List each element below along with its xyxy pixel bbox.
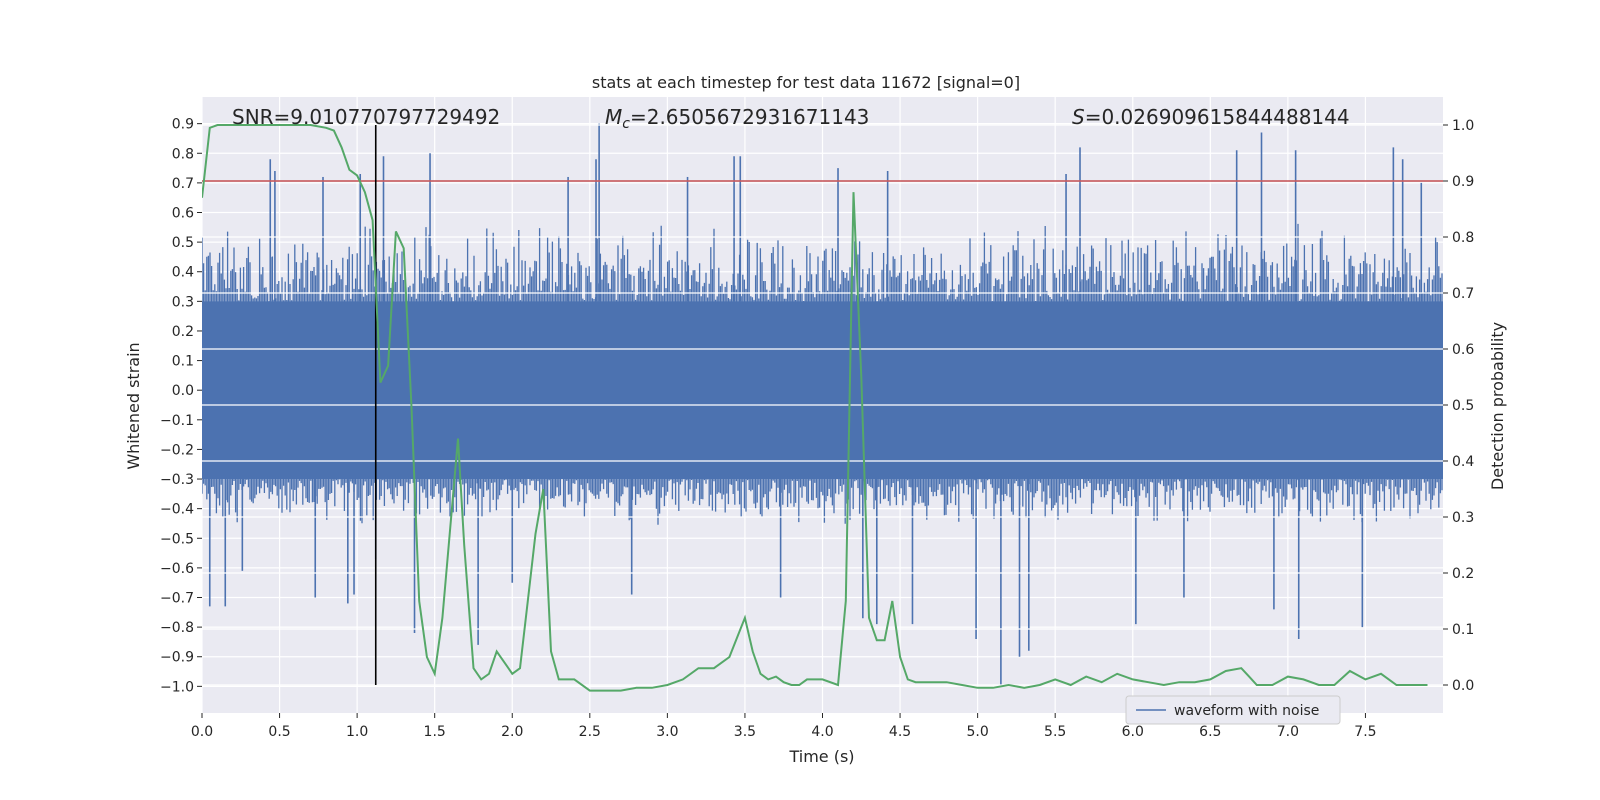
x-tick-label: 3.5 [734,724,756,740]
x-tick-label: 4.0 [811,724,833,740]
y2-tick-label: 0.1 [1452,622,1474,638]
s-annotation: S=0.026909615844488144 [1072,105,1350,129]
y2-tick-label: 0.4 [1452,454,1474,470]
y-tick-label: 0.3 [172,294,194,310]
waveform-series [202,123,1443,687]
y-tick-label: −0.4 [160,502,194,518]
x-tick-label: 7.0 [1277,724,1299,740]
x-tick-label: 2.5 [579,724,601,740]
chirp-mass-subscript: c [622,116,630,132]
x-tick-label: 5.0 [966,724,988,740]
y2-tick-label: 0.3 [1452,510,1474,526]
x-tick-label: 0.5 [268,724,290,740]
y-tick-label: −0.5 [160,531,194,547]
y2-tick-label: 0.0 [1452,678,1474,694]
y-tick-label: 0.2 [172,324,194,340]
waveform-noise [202,223,1443,525]
y-tick-label: −0.7 [160,591,194,607]
x-tick-label: 3.0 [656,724,678,740]
y2-tick-label: 0.9 [1452,174,1474,190]
x-tick-label: 6.5 [1199,724,1221,740]
x-axis-label: Time (s) [788,747,854,766]
legend: waveform with noise [1125,695,1341,725]
y-tick-label: −0.6 [160,561,194,577]
y-tick-label: 0.5 [172,235,194,251]
y-tick-label: 0.6 [172,206,194,222]
x-tick-label: 0.0 [191,724,213,740]
chirp-mass-annotation: Mc=2.6505672931671143 [605,105,869,132]
chart-title: stats at each timestep for test data 116… [592,73,1020,92]
chirp-mass-value: =2.6505672931671143 [630,105,869,129]
y2-tick-label: 0.8 [1452,230,1474,246]
y-tick-label: −0.9 [160,650,194,666]
y2-tick-label: 0.5 [1452,398,1474,414]
legend-box [1125,695,1341,725]
x-tick-label: 7.5 [1354,724,1376,740]
x-tick-label: 4.5 [889,724,911,740]
x-tick-label: 1.0 [346,724,368,740]
y-axis-label: Whitened strain [124,342,143,469]
y-tick-label: −0.8 [160,620,194,636]
y2-tick-label: 0.6 [1452,342,1474,358]
overlays [202,124,1443,692]
y-tick-label: 0.8 [172,146,194,162]
x-tick-label: 2.0 [501,724,523,740]
x-tick-label: 1.5 [424,724,446,740]
y-tick-label: 0.1 [172,354,194,370]
y2-tick-label: 0.7 [1452,286,1474,302]
y2-tick-label: 1.0 [1452,118,1474,134]
s-symbol: S [1072,105,1085,129]
y-tick-label: 0.9 [172,117,194,133]
y-tick-label: 0.0 [172,383,194,399]
s-value: =0.026909615844488144 [1085,105,1350,129]
y-tick-label: −0.2 [160,442,194,458]
y-tick-label: 0.4 [172,265,194,281]
x-tick-label: 6.0 [1122,724,1144,740]
probability-line [202,124,1428,692]
axes: 0.0 0.5 1.0 1.5 2.0 2.5 3.0 3.5 4.0 4.5 5.0 5.5 6.0 6… [160,117,1474,740]
y-tick-label: −0.1 [160,413,194,429]
y-tick-label: −0.3 [160,472,194,488]
plot-area [202,123,1443,692]
snr-annotation: SNR=9.010770797729492 [232,105,500,129]
chirp-mass-symbol: M [605,105,622,129]
y-tick-label: 0.7 [172,176,194,192]
legend-entry: waveform with noise [1174,703,1319,719]
x-tick-label: 5.5 [1044,724,1066,740]
y2-tick-label: 0.2 [1452,566,1474,582]
y-tick-label: −1.0 [160,679,194,695]
y2-axis-label: Detection probability [1488,322,1507,490]
